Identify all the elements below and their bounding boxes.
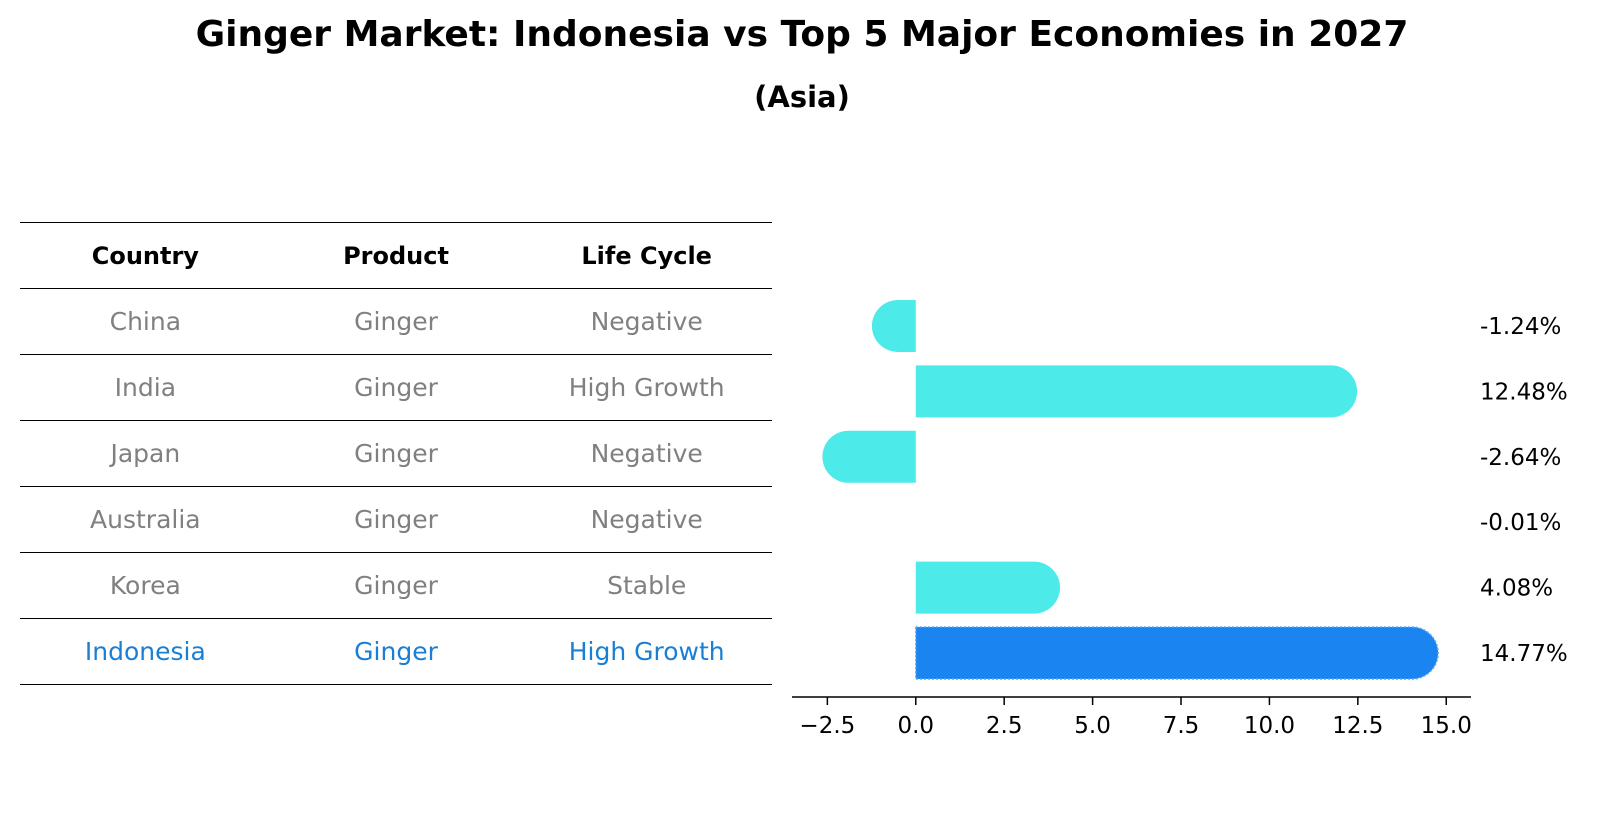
header-life-cycle: Life Cycle [581,241,712,270]
country-table: Country Product Life Cycle China Ginger … [20,222,772,685]
table-header-row: Country Product Life Cycle [20,222,772,289]
value-label-china: -1.24% [1480,314,1561,340]
life-cycle-cell: Stable [607,571,687,600]
value-label-india: 12.48% [1480,379,1568,405]
x-tick-label: 2.5 [986,713,1023,739]
bar-indonesia [915,626,1439,680]
table-row: China Ginger Negative [20,289,772,355]
product-cell: Ginger [354,439,438,468]
bar-china [871,300,916,352]
country-cell: Indonesia [84,637,206,666]
product-cell: Ginger [354,571,438,600]
x-tick-label: 0.0 [897,713,934,739]
country-cell: China [109,307,182,336]
header-country: Country [91,241,199,270]
bar-japan [822,430,916,483]
country-cell: Japan [110,439,181,468]
x-tick-label: 15.0 [1421,713,1472,739]
value-label-korea: 4.08% [1480,576,1553,602]
product-cell: Ginger [354,505,438,534]
country-cell: Australia [90,505,201,534]
chart-title: Ginger Market: Indonesia vs Top 5 Major … [195,14,1409,55]
country-cell: Korea [109,571,181,600]
x-tick-label: 12.5 [1332,713,1383,739]
table-row: Korea Ginger Stable [20,553,772,619]
life-cycle-cell: Negative [590,439,703,468]
life-cycle-cell: High Growth [568,637,725,666]
x-tick-label: 5.0 [1074,713,1111,739]
life-cycle-cell: Negative [590,505,703,534]
table-row: India Ginger High Growth [20,355,772,421]
value-label-japan: -2.64% [1480,445,1561,471]
header-product: Product [343,241,449,270]
table-row: Japan Ginger Negative [20,421,772,487]
bar-india [915,365,1358,418]
bar-korea [915,561,1061,614]
value-label-indonesia: 14.77% [1480,641,1568,667]
x-tick-label: −2.5 [799,713,855,739]
x-tick-label: 7.5 [1163,713,1200,739]
product-cell: Ginger [354,637,438,666]
country-cell: India [114,373,177,402]
product-cell: Ginger [354,307,438,336]
life-cycle-cell: Negative [590,307,703,336]
life-cycle-cell: High Growth [568,373,725,402]
table-row: Australia Ginger Negative [20,487,772,553]
value-label-australia: -0.01% [1480,510,1561,536]
table-row-highlight: Indonesia Ginger High Growth [20,619,772,685]
x-tick-label: 10.0 [1244,713,1295,739]
chart-subtitle: (Asia) [754,80,850,114]
product-cell: Ginger [354,373,438,402]
